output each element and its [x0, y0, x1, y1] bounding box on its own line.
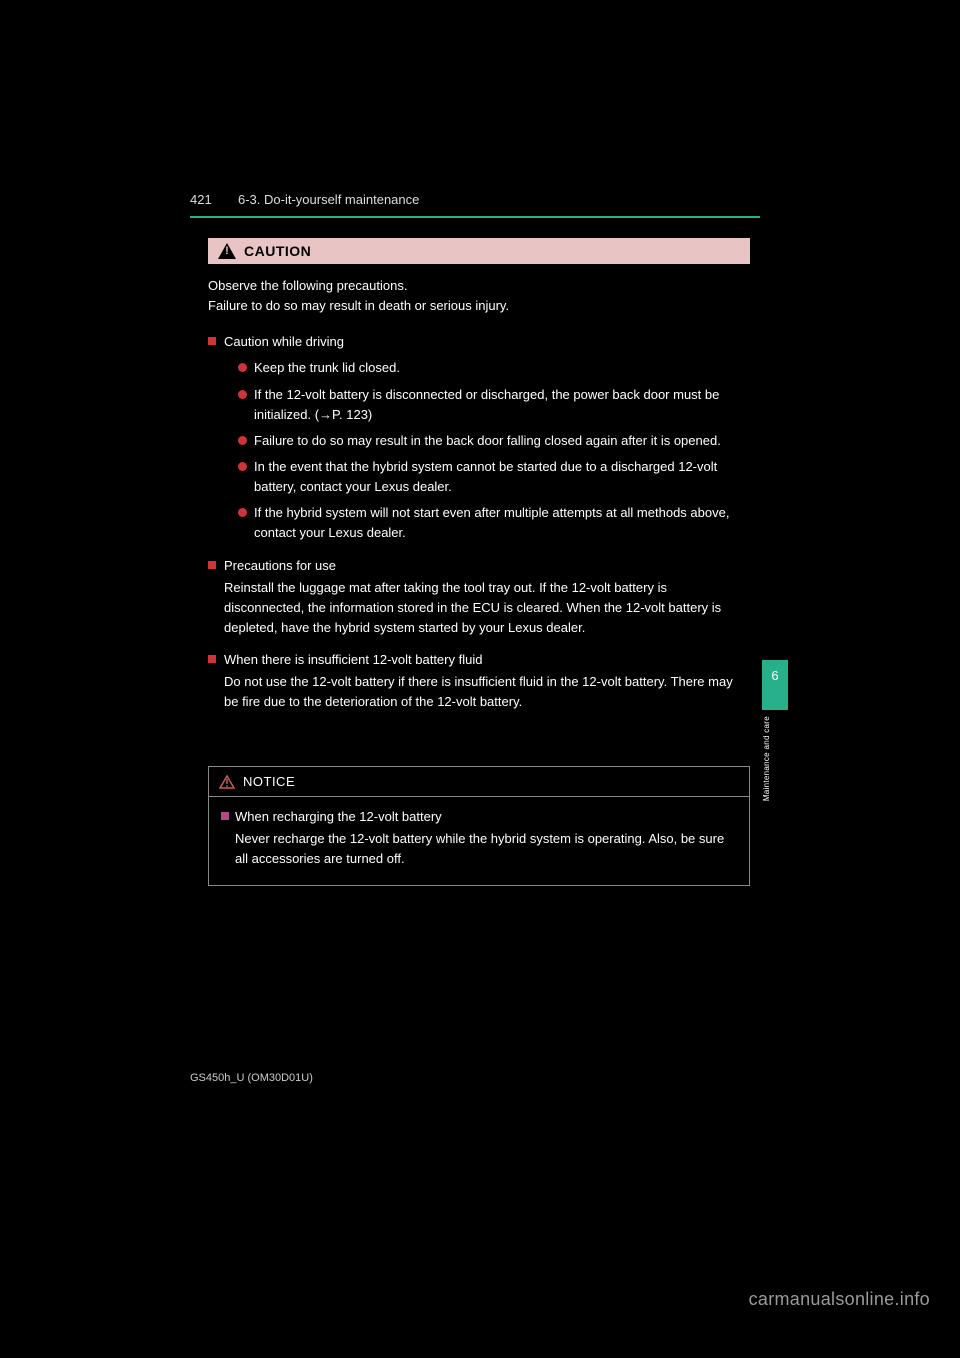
notice-box: NOTICE When recharging the 12-volt batte…: [208, 766, 750, 886]
caution-intro: Observe the following precautions. Failu…: [208, 276, 750, 316]
list-item: If the hybrid system will not start even…: [224, 503, 750, 543]
notice-label: NOTICE: [243, 774, 295, 789]
notice-header: NOTICE: [209, 767, 749, 797]
caution-section-title: When there is insufficient 12-volt batte…: [224, 650, 750, 670]
model-code: GS450h_U (OM30D01U): [190, 1072, 313, 1084]
header-rule: [190, 216, 760, 218]
warning-triangle-outline-icon: [219, 775, 235, 789]
caution-section-body: Reinstall the luggage mat after taking t…: [224, 578, 750, 638]
watermark: carmanualsonline.info: [749, 1289, 930, 1310]
chapter-number: 6: [771, 668, 778, 683]
caution-section-body: Do not use the 12-volt battery if there …: [224, 672, 750, 712]
header-section-title: 6-3. Do-it-yourself maintenance: [238, 192, 419, 207]
caution-label: CAUTION: [244, 243, 311, 259]
chapter-tab: 6: [762, 660, 788, 710]
chapter-vertical-label: Maintenance and care: [762, 716, 788, 801]
notice-body: When recharging the 12-volt battery Neve…: [209, 797, 749, 885]
page-number: 421: [190, 192, 212, 207]
caution-section-title: Precautions for use: [224, 556, 750, 576]
warning-triangle-icon: [218, 243, 236, 259]
list-item: Keep the trunk lid closed.: [224, 358, 750, 378]
caution-section-title: Caution while driving: [224, 332, 750, 352]
list-item: In the event that the hybrid system cann…: [224, 457, 750, 497]
notice-section: When recharging the 12-volt battery Neve…: [221, 807, 737, 869]
notice-section-title: When recharging the 12-volt battery: [235, 807, 737, 827]
caution-section: Caution while driving Keep the trunk lid…: [208, 332, 750, 543]
bullet-list: Keep the trunk lid closed. If the 12-vol…: [224, 358, 750, 543]
caution-bar: CAUTION: [208, 238, 750, 264]
notice-section-body: Never recharge the 12-volt battery while…: [235, 829, 737, 869]
caution-content: Observe the following precautions. Failu…: [208, 276, 750, 713]
caution-section: Precautions for use Reinstall the luggag…: [208, 556, 750, 639]
list-item: If the 12-volt battery is disconnected o…: [224, 385, 750, 425]
list-item: Failure to do so may result in the back …: [224, 431, 750, 451]
caution-section: When there is insufficient 12-volt batte…: [208, 650, 750, 712]
